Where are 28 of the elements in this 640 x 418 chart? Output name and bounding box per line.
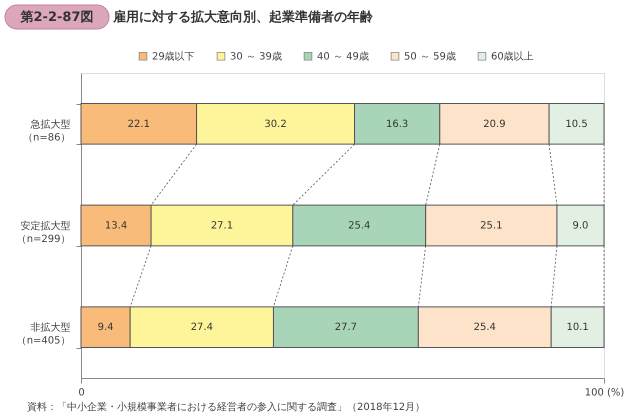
data-label: 20.9	[483, 118, 506, 130]
data-label: 27.7	[334, 322, 358, 334]
data-label: 27.4	[190, 322, 213, 334]
legend-label: 50 ～ 59歳	[404, 50, 456, 62]
y-tick-label: 非拡大型（n=405）	[16, 322, 70, 347]
y-tick-label: 急拡大型（n=86）	[23, 118, 70, 144]
chart-title: 雇用に対する拡大意向別、起業準備者の年齢	[112, 9, 374, 25]
data-label: 25.4	[348, 220, 370, 232]
data-label: 9.0	[572, 220, 588, 232]
x-tick-label: 0	[78, 388, 85, 398]
y-tick-label: 安定拡大型（n=299）	[16, 220, 70, 245]
data-label: 10.1	[566, 322, 589, 334]
text: 資料：「中小企業・小規模事業者における経営者の参入に関する調査」（2018年12月）	[27, 401, 426, 413]
legend-label: 60歳以上	[491, 50, 534, 62]
legend-label: 29歳以下	[152, 50, 195, 62]
x-tick-label: 100 (%)	[584, 388, 624, 398]
data-label: 25.4	[474, 322, 496, 334]
data-label: 9.4	[98, 322, 114, 334]
legend-label: 40 ～ 49歳	[317, 50, 369, 62]
data-label: 27.1	[210, 220, 234, 232]
data-label: 10.5	[565, 118, 588, 130]
data-label: 13.4	[104, 220, 128, 232]
data-label: 22.1	[128, 118, 150, 130]
data-label: 25.1	[480, 220, 502, 232]
legend-label: 30 ～ 39歳	[230, 50, 282, 62]
data-label: 16.3	[386, 118, 408, 130]
data-label: 30.2	[264, 118, 287, 130]
text: 第2-2-87図	[20, 10, 94, 25]
